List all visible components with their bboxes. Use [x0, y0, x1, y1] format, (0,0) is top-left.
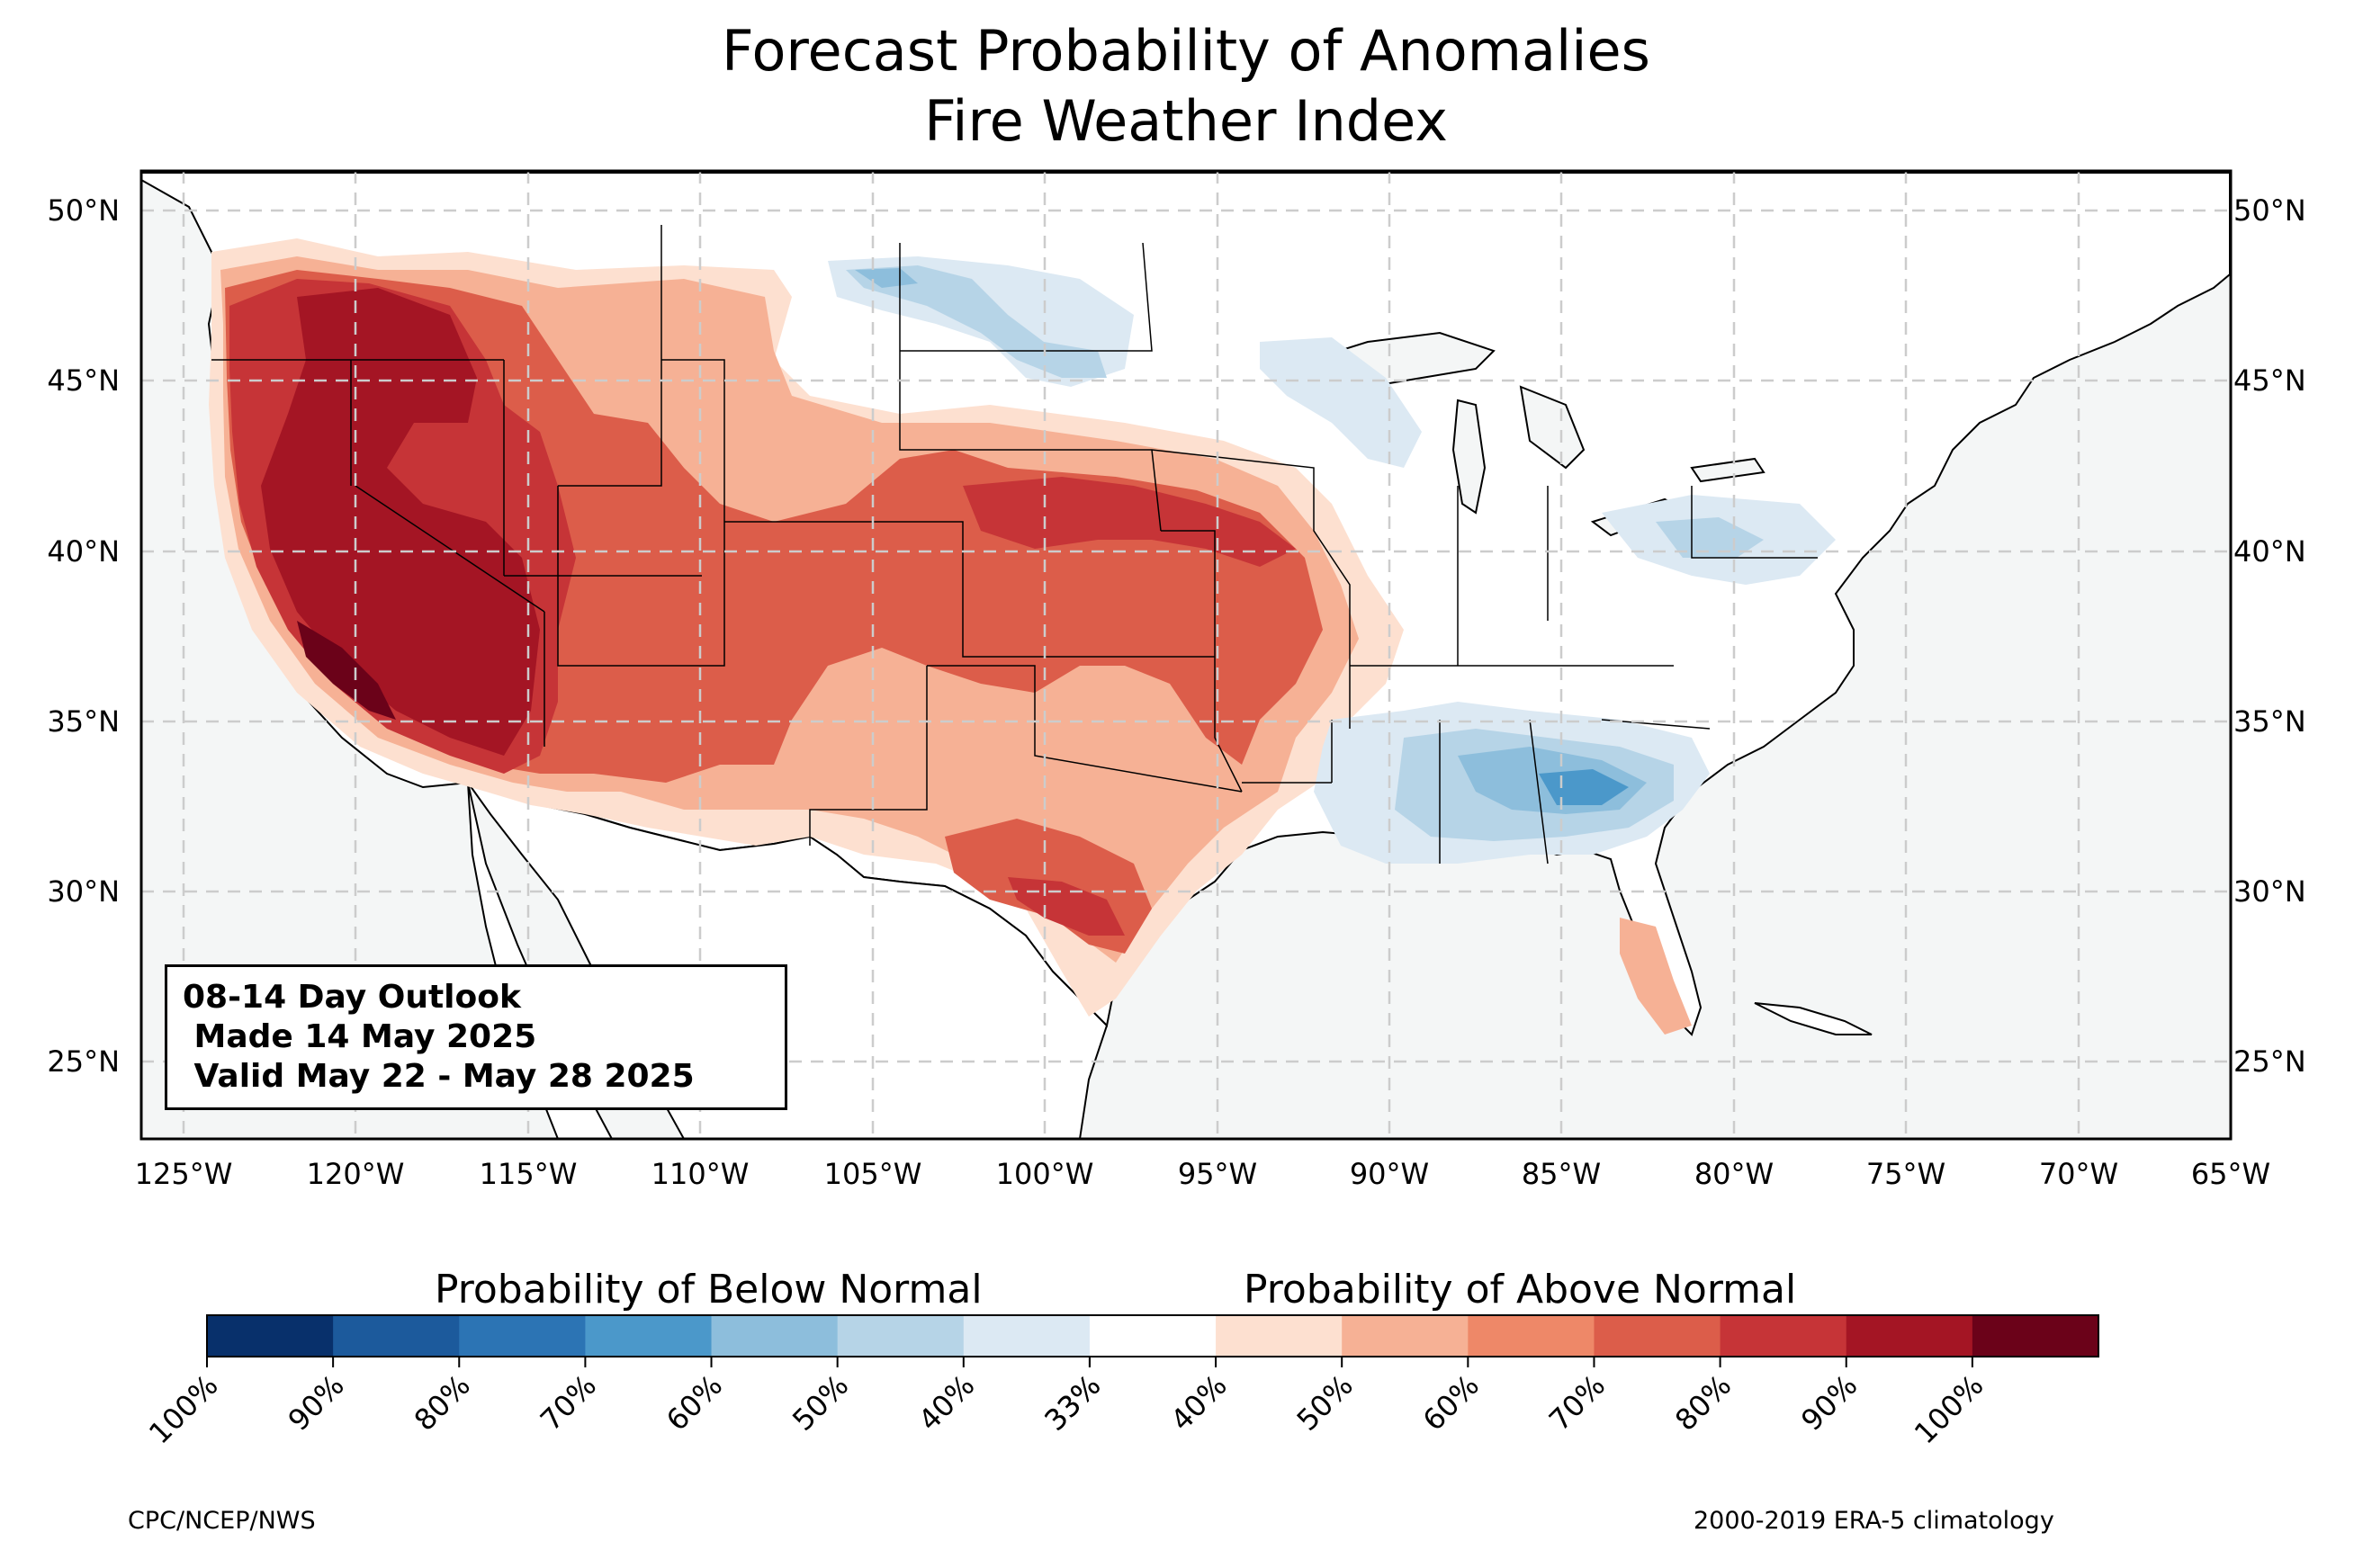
colorbar-swatch	[1846, 1315, 1973, 1357]
lat-tick-label: 50°N	[47, 193, 120, 228]
below-normal-label: Probability of Below Normal	[435, 1267, 983, 1313]
colorbar-swatch	[207, 1315, 334, 1357]
lon-tick-label: 110°W	[651, 1157, 750, 1191]
above-normal-florida	[1620, 918, 1692, 1035]
lat-tick-label: 50°N	[2233, 193, 2306, 228]
colorbar-tick-label: 70%	[1542, 1368, 1612, 1438]
lat-tick-label: 35°N	[2233, 704, 2306, 739]
colorbar-swatch	[1342, 1315, 1469, 1357]
lat-tick-label: 25°N	[47, 1044, 120, 1079]
lon-tick-label: 65°W	[2191, 1157, 2270, 1191]
credit-left: CPC/NCEP/NWS	[128, 1507, 316, 1535]
colorbar-swatch	[711, 1315, 839, 1357]
colorbar-swatch	[1594, 1315, 1721, 1357]
made-date: Made 14 May 2025	[183, 1018, 537, 1055]
colorbar-swatch	[1089, 1315, 1217, 1357]
colorbar-swatch	[1720, 1315, 1847, 1357]
lat-tick-label: 30°N	[2233, 874, 2306, 909]
colorbar-swatch	[1972, 1315, 2099, 1357]
colorbar-tick-label: 90%	[282, 1368, 351, 1438]
map-frame	[139, 169, 2233, 1141]
lon-tick-label: 120°W	[307, 1157, 405, 1191]
great-lakes-huron	[1519, 385, 1586, 470]
above-normal-80	[261, 288, 540, 756]
lon-tick-label: 95°W	[1178, 1157, 1257, 1191]
outlook-period: 08-14 Day Outlook	[183, 979, 521, 1016]
below-normal-lakes-40	[1260, 337, 1422, 468]
lon-tick-label: 115°W	[480, 1157, 578, 1191]
state-boundaries	[211, 225, 1818, 865]
lon-tick-labels: 125°W 120°W 115°W 110°W 105°W 100°W 95°W…	[135, 1157, 2271, 1191]
below-normal-north-50	[846, 265, 1107, 378]
colorbar-swatch	[1468, 1315, 1595, 1357]
lat-tick-label: 30°N	[47, 874, 120, 909]
colorbar-swatch	[837, 1315, 965, 1357]
forecast-shading	[209, 238, 1836, 1035]
above-normal-label: Probability of Above Normal	[1244, 1267, 1797, 1313]
credit-right: 2000-2019 ERA-5 climatology	[1694, 1507, 2054, 1535]
above-normal-90	[297, 621, 396, 720]
map-title: Forecast Probability of Anomalies Fire W…	[0, 16, 2372, 157]
title-line-2: Fire Weather Index	[924, 88, 1448, 154]
colorbar-tick-label: 60%	[1416, 1368, 1486, 1438]
lon-tick-label: 125°W	[135, 1157, 233, 1191]
colorbar-tick-label: 90%	[1794, 1368, 1864, 1438]
colorbar-tick-label: 70%	[534, 1368, 603, 1438]
colorbar-tick-label: 33%	[1038, 1368, 1107, 1438]
lat-tick-label: 35°N	[47, 704, 120, 739]
colorbar-tick-label: 60%	[660, 1368, 729, 1438]
lon-tick-label: 100°W	[996, 1157, 1094, 1191]
title-line-1: Forecast Probability of Anomalies	[722, 18, 1650, 84]
lat-tick-label: 40°N	[2233, 534, 2306, 569]
colorbar-tick-label: 40%	[1164, 1368, 1234, 1438]
lat-tick-labels-right: 50°N 45°N 40°N 35°N 30°N 25°N	[2233, 193, 2306, 1079]
lat-tick-labels-left: 50°N 45°N 40°N 35°N 30°N 25°N	[47, 193, 120, 1079]
valid-dates: Valid May 22 - May 28 2025	[183, 1058, 695, 1095]
colorbar-tick-label: 40%	[912, 1368, 981, 1438]
colorbar-tick-labels: 100% 90% 80% 70% 60% 50% 40% 33%33% 40% 50% 60% 70%…	[142, 1357, 1990, 1450]
colorbar-tick-label: 80%	[1668, 1368, 1738, 1438]
colorbar-swatch	[585, 1315, 713, 1357]
colorbar-tick-label: 100%	[1908, 1368, 1990, 1451]
above-normal-plains-70	[963, 477, 1296, 567]
lat-tick-label: 45°N	[2233, 363, 2306, 398]
below-normal-mid-atlantic-50	[1656, 517, 1764, 558]
lon-tick-label: 80°W	[1694, 1157, 1774, 1191]
colorbar-swatch	[1216, 1315, 1343, 1357]
great-lakes-michigan	[1451, 399, 1487, 515]
lon-tick-label: 105°W	[824, 1157, 922, 1191]
colorbar-tick-label: 80%	[408, 1368, 477, 1438]
colorbar-swatch	[963, 1315, 1091, 1357]
colorbar-tick-label: 50%	[786, 1368, 855, 1438]
colorbar-swatch	[459, 1315, 586, 1357]
colorbar-swatch	[333, 1315, 460, 1357]
colorbar-tick-label: 50%	[1290, 1368, 1360, 1438]
colorbar-tick-label: 100%	[142, 1368, 225, 1451]
lon-tick-label: 75°W	[1866, 1157, 1945, 1191]
lat-tick-label: 45°N	[47, 363, 120, 398]
colorbar-frame	[206, 1314, 2099, 1357]
below-normal-north-60	[855, 268, 918, 288]
cuba-land	[1754, 1002, 1873, 1035]
colorbar	[206, 1314, 2099, 1357]
lon-tick-label: 70°W	[2039, 1157, 2118, 1191]
lon-tick-label: 90°W	[1350, 1157, 1429, 1191]
lon-tick-label: 85°W	[1522, 1157, 1601, 1191]
lat-tick-label: 25°N	[2233, 1044, 2306, 1079]
lat-tick-label: 40°N	[47, 534, 120, 569]
outlook-info-box: 08-14 Day Outlook Made 14 May 2025 Valid…	[165, 964, 787, 1110]
